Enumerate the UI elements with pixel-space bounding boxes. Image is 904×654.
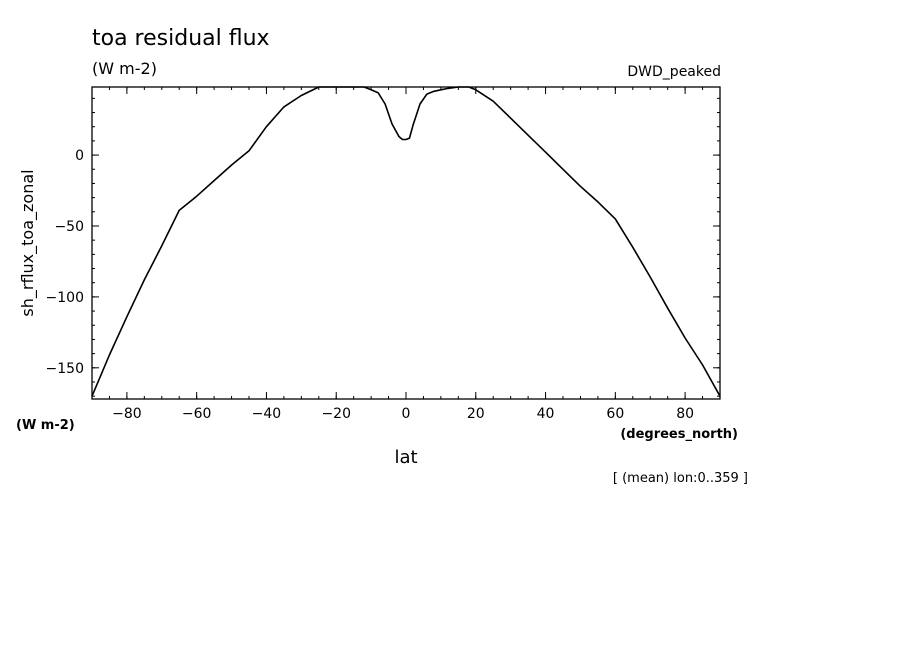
x-tick-label: −20 [321,406,351,422]
y-tick-label: −100 [46,290,84,306]
series-line [91,86,721,397]
x-axis-units: (degrees_north) [620,427,738,442]
x-tick-label: 40 [537,406,555,422]
y-tick-label: 0 [75,148,84,164]
y-tick-label: −150 [46,361,84,377]
x-tick-label: 60 [606,406,624,422]
x-axis-label: lat [394,447,417,468]
footnote: [ (mean) lon:0..359 ] [613,471,748,486]
x-tick-label: −60 [182,406,212,422]
x-tick-label: 20 [467,406,485,422]
x-tick-label: −80 [112,406,142,422]
x-tick-label: −40 [252,406,282,422]
y-tick-label: −50 [54,219,84,235]
dataset-label: DWD_peaked [627,64,721,80]
x-tick-label: 80 [676,406,694,422]
x-tick-label: 0 [402,406,411,422]
y-axis-units: (W m-2) [16,418,75,433]
chart-subtitle: (W m-2) [92,59,157,78]
chart-title: toa residual flux [92,26,270,51]
y-axis-label: sh_rflux_toa_zonal [18,169,38,316]
plot-frame [91,86,721,400]
